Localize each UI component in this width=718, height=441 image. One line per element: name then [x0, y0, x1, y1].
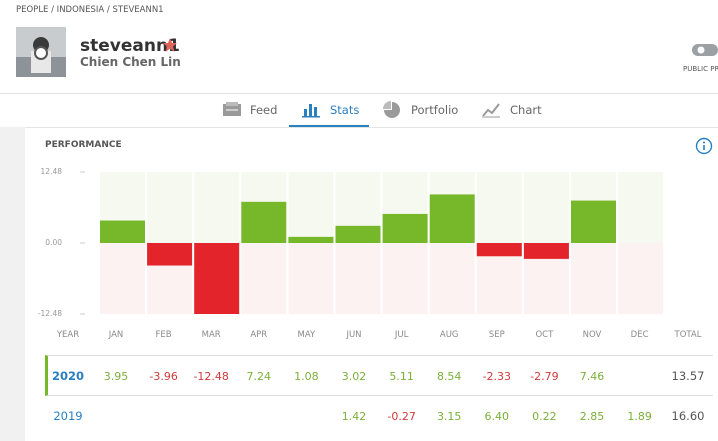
row-value: 3.95	[103, 370, 129, 383]
column-bg-positive	[618, 172, 664, 243]
table-header: TOTAL	[674, 330, 702, 340]
bar	[241, 201, 287, 243]
bar	[523, 243, 569, 259]
full-name: Chien Chen Lin	[80, 55, 181, 69]
table-header: MAR	[201, 330, 221, 340]
bar	[100, 220, 145, 243]
row-year[interactable]: 2020	[51, 369, 84, 383]
table-header: JUL	[394, 330, 409, 340]
column-bg-positive	[288, 172, 334, 243]
row-value: 0.22	[532, 410, 557, 423]
tab[interactable]: Feed	[250, 103, 278, 117]
column-bg-negative	[429, 243, 475, 314]
row-value: 2.85	[579, 410, 605, 423]
table-header: DEC	[630, 330, 649, 340]
row-year[interactable]: 2019	[53, 409, 83, 423]
y-tick-label: -12.48	[38, 309, 62, 318]
row-value: 6.40	[484, 410, 510, 423]
row-2020-box	[45, 355, 713, 396]
tab-underline	[289, 125, 369, 127]
row-value: 8.54	[436, 370, 462, 383]
row-value: 7.24	[246, 370, 272, 383]
row-value: -2.79	[530, 370, 559, 383]
column-bg-positive	[194, 172, 240, 243]
divider	[0, 93, 718, 94]
row-total: 13.57	[671, 369, 705, 383]
table-header: MAY	[297, 330, 316, 340]
public-profile-label[interactable]: PUBLIC PR	[683, 65, 718, 73]
tab-icon	[302, 104, 320, 118]
avatar	[16, 27, 66, 77]
bar	[335, 225, 381, 243]
table-header: YEAR	[56, 330, 80, 340]
row-value: 1.89	[627, 410, 652, 423]
info-icon[interactable]	[695, 137, 713, 155]
y-tick-label: 0.00	[45, 238, 62, 247]
table-header: FEB	[155, 330, 172, 340]
row-value: 3.02	[341, 370, 367, 383]
row-value: -0.27	[387, 410, 416, 423]
row-value: 5.11	[389, 370, 414, 383]
row-total: 16.60	[671, 409, 705, 423]
breadcrumb[interactable]: PEOPLE / INDONESIA / STEVEANN1	[16, 5, 164, 15]
column-bg-negative	[618, 243, 664, 314]
table-header: OCT	[535, 330, 554, 340]
table-header: APR	[250, 330, 268, 340]
bar	[476, 243, 522, 257]
table-header: NOV	[582, 330, 602, 340]
tab-icon	[383, 101, 400, 118]
tab-icon	[223, 102, 241, 116]
table-header: SEP	[488, 330, 505, 340]
row-value: -12.48	[193, 370, 229, 383]
table-header: AUG	[439, 330, 459, 340]
column-bg-positive	[147, 172, 193, 243]
column-bg-negative	[100, 243, 145, 314]
row-value: 1.42	[341, 410, 367, 423]
table-header: JAN	[108, 330, 124, 340]
section-title: PERFORMANCE	[45, 140, 122, 150]
tab[interactable]: Portfolio	[411, 103, 459, 117]
row-value: 7.46	[579, 370, 605, 383]
column-bg-negative	[571, 243, 616, 314]
bar	[194, 243, 240, 314]
bar	[429, 194, 475, 243]
row-value: -2.33	[482, 370, 512, 383]
username: steveann1	[80, 36, 180, 56]
row-value: 1.08	[294, 370, 319, 383]
row-value: -3.96	[149, 370, 178, 383]
column-bg-negative	[335, 243, 381, 314]
column-bg-negative	[288, 243, 334, 314]
bar	[382, 213, 428, 243]
y-tick-label: 12.48	[41, 167, 63, 176]
column-bg-negative	[382, 243, 428, 314]
row-value: 3.15	[436, 410, 462, 423]
column-bg-positive	[476, 172, 522, 243]
bar	[288, 236, 334, 243]
tab-icon	[482, 103, 500, 118]
column-bg-positive	[523, 172, 569, 243]
bar	[147, 243, 193, 266]
tab[interactable]: Chart	[510, 103, 542, 117]
star-icon[interactable]	[162, 37, 178, 53]
tab[interactable]: Stats	[330, 103, 360, 117]
bar	[571, 200, 616, 243]
public-icon	[692, 44, 718, 56]
column-bg-negative	[241, 243, 287, 314]
table-header: JUN	[346, 330, 362, 340]
